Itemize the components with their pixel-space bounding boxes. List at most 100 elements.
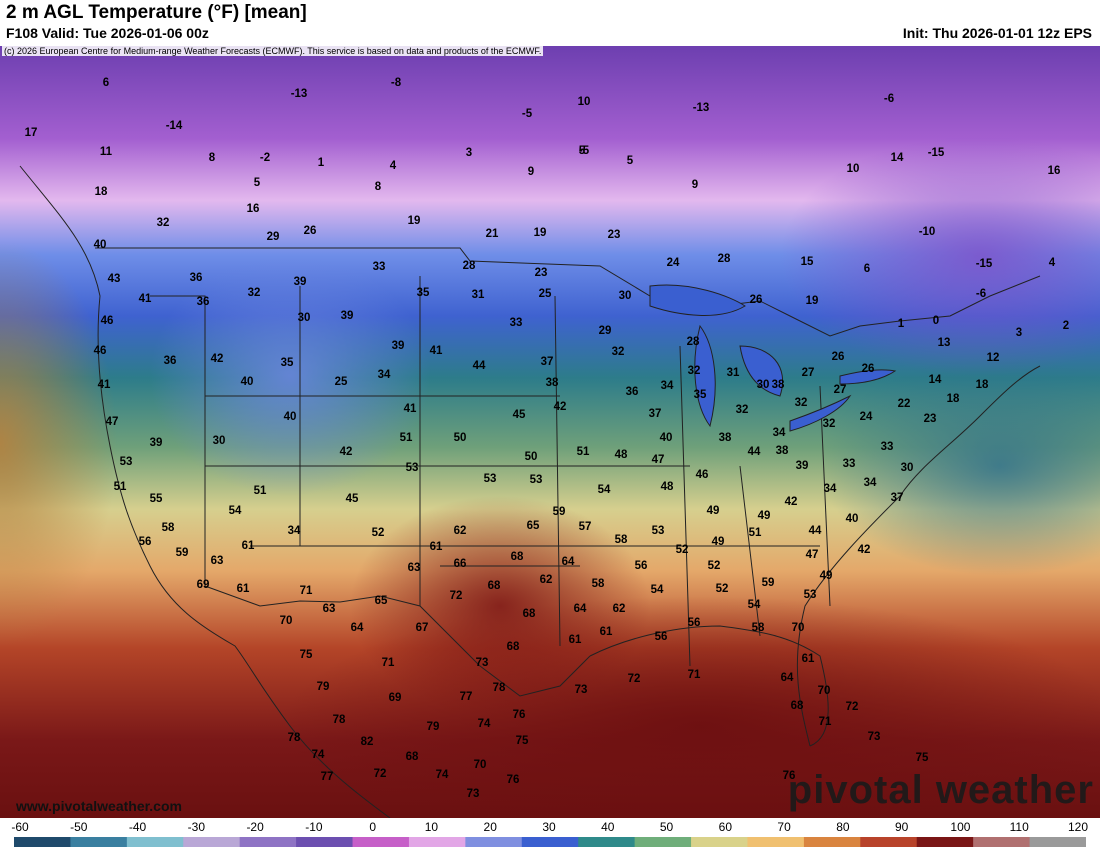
temperature-label: 18 xyxy=(947,393,960,405)
temperature-label: 37 xyxy=(541,356,554,368)
temperature-label: 6 xyxy=(864,263,870,275)
temperature-label: 49 xyxy=(707,505,720,517)
temperature-label: 62 xyxy=(540,574,553,586)
temperature-label: 53 xyxy=(406,462,419,474)
temperature-label: 40 xyxy=(660,432,673,444)
temperature-label: 37 xyxy=(891,492,904,504)
temperature-label: 76 xyxy=(783,770,796,782)
temperature-label: 5 xyxy=(254,177,261,189)
temperature-label: 33 xyxy=(881,441,894,453)
temperature-label: 10 xyxy=(578,96,591,108)
legend-color-segment xyxy=(352,837,410,847)
temperature-label: 21 xyxy=(486,228,499,240)
temperature-label: 70 xyxy=(792,622,805,634)
temperature-label: 32 xyxy=(736,404,749,416)
temperature-label: 58 xyxy=(162,522,175,534)
temperature-label: 3 xyxy=(466,147,472,159)
temperature-map[interactable]: 6 -13 -8 -5 10 -13 -6 17 -14 11 8 -2 1 4 3 5 5 -5 14 -15 10 1… xyxy=(0,46,1100,818)
temperature-label: 4 xyxy=(390,160,397,172)
temperature-label: 1 xyxy=(318,157,325,169)
temperature-label: 71 xyxy=(382,657,395,669)
temperature-label: 18 xyxy=(976,379,989,391)
temperature-label: 1 xyxy=(898,318,905,330)
temperature-label: 76 xyxy=(513,709,526,721)
temperature-label: 4 xyxy=(1049,257,1056,269)
temperature-label: 59 xyxy=(553,506,566,518)
valid-time: F108 Valid: Tue 2026-01-06 00z xyxy=(6,25,209,41)
temperature-label: 18 xyxy=(95,186,108,198)
temperature-label: 71 xyxy=(300,585,313,597)
legend-color-segment xyxy=(973,837,1031,847)
temperature-label: 53 xyxy=(530,474,543,486)
temperature-label: 52 xyxy=(372,527,385,539)
political-borders xyxy=(19,165,1041,818)
temperature-label: 39 xyxy=(392,340,405,352)
temperature-label: -15 xyxy=(976,258,993,270)
temperature-label: 68 xyxy=(488,580,501,592)
temperature-label: 46 xyxy=(101,315,114,327)
temperature-label: 39 xyxy=(150,437,163,449)
legend-color-segment xyxy=(860,837,918,847)
temperature-label: 51 xyxy=(577,446,590,458)
temperature-label: 42 xyxy=(340,446,353,458)
temperature-label: -6 xyxy=(884,93,894,105)
temperature-label: 32 xyxy=(157,217,170,229)
temperature-label: 56 xyxy=(139,536,152,548)
temperature-label: 41 xyxy=(98,379,111,391)
temperature-label: 26 xyxy=(832,351,845,363)
temperature-label: 68 xyxy=(507,641,520,653)
legend-color-segment xyxy=(14,837,71,847)
map-header: 2 m AGL Temperature (°F) [mean] F108 Val… xyxy=(0,0,1100,46)
temperature-label: 14 xyxy=(929,374,942,386)
temperature-label: 62 xyxy=(613,603,626,615)
rockies-cold-zone xyxy=(150,256,430,496)
temperature-label: 40 xyxy=(241,376,254,388)
temperature-label: 45 xyxy=(346,493,359,505)
legend-color-segment xyxy=(916,837,974,847)
temperature-label: 6 xyxy=(103,77,109,89)
temperature-label: 68 xyxy=(791,700,804,712)
temperature-label: 42 xyxy=(554,401,567,413)
temperature-label: 34 xyxy=(288,525,301,537)
temperature-label: 46 xyxy=(696,469,709,481)
temperature-label: 31 xyxy=(727,367,740,379)
temperature-label: 16 xyxy=(247,203,260,215)
temperature-label: 52 xyxy=(716,583,729,595)
great-lakes xyxy=(649,284,897,432)
temperature-label: 2 xyxy=(1063,320,1069,332)
temperature-label: 41 xyxy=(139,293,152,305)
temperature-label: 36 xyxy=(197,296,210,308)
legend-tick-label: 110 xyxy=(1009,820,1029,834)
legend-color-segment xyxy=(521,837,579,847)
temperature-label: 34 xyxy=(824,483,837,495)
site-url[interactable]: www.pivotalweather.com xyxy=(16,798,182,814)
legend-tick-label: 90 xyxy=(894,820,909,834)
legend-tick-label: -20 xyxy=(246,820,264,834)
temperature-label: 48 xyxy=(661,481,674,493)
temperature-label: 51 xyxy=(749,527,762,539)
temperature-label: 79 xyxy=(317,681,330,693)
temperature-label: 78 xyxy=(493,682,506,694)
temperature-label: 50 xyxy=(525,451,538,463)
temperature-label: 30 xyxy=(213,435,226,447)
texas-warm-zone xyxy=(350,496,650,716)
temperature-label: 58 xyxy=(752,622,765,634)
legend-tick-label: 60 xyxy=(718,820,733,834)
temperature-label: 54 xyxy=(748,599,761,611)
temperature-label: 58 xyxy=(615,534,628,546)
temperature-label: 77 xyxy=(460,691,473,703)
temperature-label: 59 xyxy=(762,577,775,589)
temperature-label: 53 xyxy=(804,589,817,601)
legend-tick-label: 80 xyxy=(836,820,850,834)
temperature-label: 73 xyxy=(467,788,480,800)
legend-color-segment xyxy=(296,837,354,847)
temperature-label: 64 xyxy=(574,603,587,615)
temperature-label: 35 xyxy=(417,287,430,299)
northeast-cold-zone xyxy=(780,136,1100,376)
temperature-label: 50 xyxy=(454,432,467,444)
temperature-label: 42 xyxy=(858,544,871,556)
temperature-label: 73 xyxy=(868,731,881,743)
temperature-label: 74 xyxy=(478,718,491,730)
temperature-label: 64 xyxy=(781,672,794,684)
